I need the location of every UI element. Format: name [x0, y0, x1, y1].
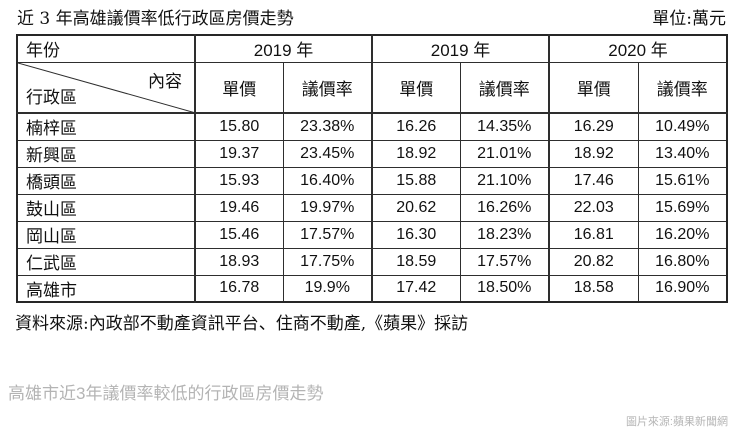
image-credit: 圖片來源:蘋果新聞網 [625, 416, 728, 428]
value-cell: 15.88 [371, 166, 461, 195]
value-cell: 18.23% [459, 220, 550, 249]
value-cell: 16.90% [637, 274, 728, 303]
value-cell: 14.35% [459, 112, 550, 141]
district-cell: 新興區 [16, 139, 196, 168]
value-cell: 18.93 [194, 247, 284, 276]
value-cell: 15.46 [194, 220, 284, 249]
value-cell: 23.38% [282, 112, 373, 141]
value-cell: 19.46 [194, 193, 284, 222]
table-row: 橋頭區 15.93 16.40% 15.88 21.10% 17.46 15.6… [16, 166, 728, 195]
value-cell: 16.26 [371, 112, 461, 141]
district-cell: 橋頭區 [16, 166, 196, 195]
page-title: 近 3 年高雄議價率低行政區房價走勢 [17, 9, 294, 29]
year-group-1: 2019 年 [193, 34, 373, 63]
district-axis-label: 行政區 [26, 88, 77, 108]
metric-header-unit-price-2: 單價 [371, 61, 461, 114]
table-row: 仁武區 18.93 17.75% 18.59 17.57% 20.82 16.8… [16, 247, 728, 276]
value-cell: 19.9% [282, 274, 373, 303]
value-cell: 17.42 [371, 274, 461, 303]
value-cell: 16.81 [548, 220, 639, 249]
value-cell: 15.80 [194, 112, 284, 141]
value-cell: 20.62 [371, 193, 461, 222]
district-cell: 鼓山區 [16, 193, 196, 222]
year-group-3: 2020 年 [548, 34, 728, 63]
value-cell: 16.78 [194, 274, 284, 303]
value-cell: 23.45% [282, 139, 373, 168]
value-cell: 20.82 [548, 247, 639, 276]
value-cell: 18.50% [459, 274, 550, 303]
value-cell: 15.93 [194, 166, 284, 195]
district-cell: 高雄市 [16, 274, 196, 303]
value-cell: 22.03 [548, 193, 639, 222]
diagonal-corner-cell: 內容 行政區 [16, 61, 196, 114]
value-cell: 17.75% [282, 247, 373, 276]
year-axis-cell: 年份 [16, 34, 196, 63]
district-cell: 仁武區 [16, 247, 196, 276]
value-cell: 16.40% [282, 166, 373, 195]
value-cell: 21.01% [459, 139, 550, 168]
value-cell: 18.92 [548, 139, 639, 168]
value-cell: 16.20% [637, 220, 728, 249]
district-cell: 楠梓區 [16, 112, 196, 141]
value-cell: 13.40% [637, 139, 728, 168]
metric-header-bargain-rate-3: 議價率 [637, 61, 728, 114]
metric-header-unit-price-3: 單價 [548, 61, 639, 114]
value-cell: 16.80% [637, 247, 728, 276]
value-cell: 16.29 [548, 112, 639, 141]
table-row: 楠梓區 15.80 23.38% 16.26 14.35% 16.29 10.4… [16, 112, 728, 141]
table-row: 岡山區 15.46 17.57% 16.30 18.23% 16.81 16.2… [16, 220, 728, 249]
content-axis-label: 內容 [148, 71, 182, 92]
table-row: 高雄市 16.78 19.9% 17.42 18.50% 18.58 16.90… [16, 274, 728, 303]
value-cell: 19.37 [194, 139, 284, 168]
value-cell: 17.57% [282, 220, 373, 249]
image-caption: 高雄市近3年議價率較低的行政區房價走勢 [8, 384, 324, 403]
value-cell: 17.57% [459, 247, 550, 276]
value-cell: 16.30 [371, 220, 461, 249]
metric-header-row: 內容 行政區 單價 議價率 單價 議價率 單價 議價率 [16, 61, 728, 114]
metric-header-unit-price-1: 單價 [194, 61, 284, 114]
value-cell: 17.46 [548, 166, 639, 195]
metric-header-bargain-rate-2: 議價率 [459, 61, 550, 114]
unit-label: 單位:萬元 [652, 9, 726, 29]
value-cell: 18.58 [548, 274, 639, 303]
source-note: 資料來源:內政部不動產資訊平台、住商不動產,《蘋果》採訪 [15, 314, 469, 334]
value-cell: 10.49% [637, 112, 728, 141]
year-group-2: 2019 年 [371, 34, 550, 63]
district-cell: 岡山區 [16, 220, 196, 249]
value-cell: 18.59 [371, 247, 461, 276]
value-cell: 15.69% [637, 193, 728, 222]
value-cell: 19.97% [282, 193, 373, 222]
table-row: 新興區 19.37 23.45% 18.92 21.01% 18.92 13.4… [16, 139, 728, 168]
value-cell: 18.92 [371, 139, 461, 168]
year-header-row: 年份 2019 年 2019 年 2020 年 [16, 34, 728, 63]
metric-header-bargain-rate-1: 議價率 [282, 61, 373, 114]
table-row: 鼓山區 19.46 19.97% 20.62 16.26% 22.03 15.6… [16, 193, 728, 222]
diagonal-divider-line [18, 63, 194, 113]
value-cell: 21.10% [459, 166, 550, 195]
value-cell: 16.26% [459, 193, 550, 222]
header-bar: 近 3 年高雄議價率低行政區房價走勢 單位:萬元 [0, 0, 740, 34]
price-table: 年份 2019 年 2019 年 2020 年 內容 行政區 單價 議價率 單價… [16, 34, 729, 303]
value-cell: 15.61% [637, 166, 728, 195]
